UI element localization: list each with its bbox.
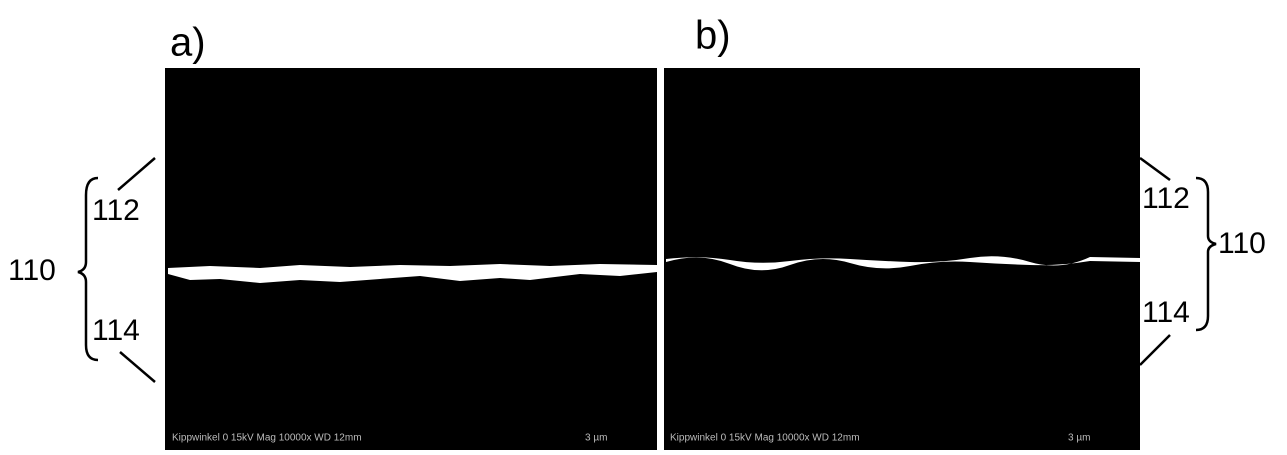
leader-line	[1139, 334, 1171, 366]
callout-label: 112	[1142, 182, 1190, 215]
sem-image-a	[165, 68, 657, 450]
leader-line	[1139, 156, 1171, 182]
callout-label: 112	[92, 194, 140, 227]
leader-line	[117, 157, 156, 191]
coating-layer-b	[666, 256, 1140, 271]
sem-scale: 3 µm	[585, 433, 607, 444]
panel-label: b)	[695, 14, 731, 58]
callout-label: 110	[8, 254, 56, 287]
sem-scale: 3 µm	[1068, 433, 1090, 444]
brace	[1195, 176, 1217, 332]
coating-layer-a	[168, 264, 657, 283]
sem-image-b	[664, 68, 1140, 450]
sem-footer: Kippwinkel 0 15kV Mag 10000x WD 12mm	[670, 433, 860, 444]
callout-label: 114	[1142, 296, 1190, 329]
sem-footer: Kippwinkel 0 15kV Mag 10000x WD 12mm	[172, 433, 362, 444]
callout-label: 114	[92, 314, 140, 347]
panel-label: a)	[170, 21, 206, 65]
callout-label: 110	[1218, 227, 1266, 260]
leader-line	[119, 351, 156, 383]
brace	[77, 176, 99, 362]
